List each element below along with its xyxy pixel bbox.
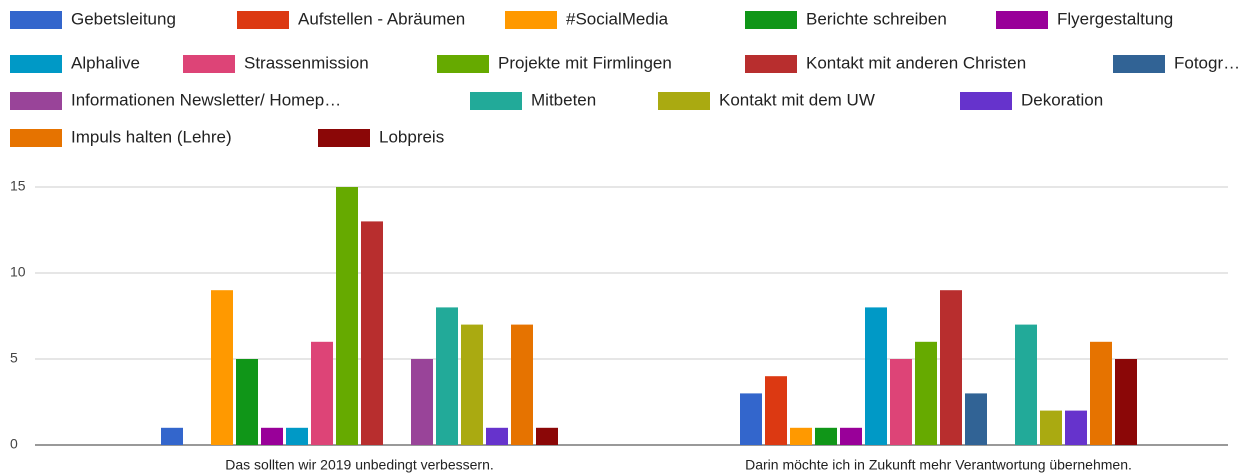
legend-label: Alphalive xyxy=(71,53,140,72)
y-tick-label: 5 xyxy=(10,350,18,366)
legend-label: Aufstellen - Abräumen xyxy=(298,9,465,28)
legend-swatch xyxy=(10,55,62,73)
legend-swatch xyxy=(658,92,710,110)
bar xyxy=(1040,410,1062,445)
legend-label: Kontakt mit dem UW xyxy=(719,90,875,109)
legend-swatch xyxy=(10,129,62,147)
y-tick-label: 15 xyxy=(10,178,26,194)
legend-swatch xyxy=(960,92,1012,110)
legend-swatch xyxy=(745,55,797,73)
bar xyxy=(311,341,333,445)
bar xyxy=(486,427,508,445)
legend-swatch xyxy=(318,129,370,147)
bar xyxy=(261,427,283,445)
bar xyxy=(211,290,233,445)
legend-label: Dekoration xyxy=(1021,90,1103,109)
x-tick-label: Das sollten wir 2019 unbedingt verbesser… xyxy=(225,457,494,473)
y-tick-label: 10 xyxy=(10,264,26,280)
bar xyxy=(236,359,258,445)
bar xyxy=(1065,410,1087,445)
bar xyxy=(436,307,458,445)
legend-swatch xyxy=(183,55,235,73)
legend-label: Strassenmission xyxy=(244,53,369,72)
legend-label: Projekte mit Firmlingen xyxy=(498,53,672,72)
legend-swatch xyxy=(505,11,557,29)
legend-label: Flyergestaltung xyxy=(1057,9,1173,28)
bar xyxy=(461,324,483,445)
bar xyxy=(890,359,912,445)
legend-label: Berichte schreiben xyxy=(806,9,947,28)
bar xyxy=(161,427,183,445)
bar xyxy=(965,393,987,445)
legend-swatch xyxy=(10,92,62,110)
bar xyxy=(411,359,433,445)
bar xyxy=(511,324,533,445)
x-tick-label: Darin möchte ich in Zukunft mehr Verantw… xyxy=(745,457,1132,473)
legend-swatch xyxy=(470,92,522,110)
legend-swatch xyxy=(437,55,489,73)
legend-swatch xyxy=(10,11,62,29)
bar xyxy=(286,427,308,445)
bar xyxy=(915,341,937,445)
bar xyxy=(536,427,558,445)
legend-label: Impuls halten (Lehre) xyxy=(71,127,232,146)
legend-label: Informationen Newsletter/ Homep… xyxy=(71,90,341,109)
legend-swatch xyxy=(745,11,797,29)
bar xyxy=(840,427,862,445)
bar xyxy=(940,290,962,445)
legend-label: Kontakt mit anderen Christen xyxy=(806,53,1026,72)
y-tick-label: 0 xyxy=(10,436,18,452)
legend-label: Lobpreis xyxy=(379,127,444,146)
legend-label: #SocialMedia xyxy=(566,9,669,28)
bar xyxy=(1115,359,1137,445)
legend-label: Gebetsleitung xyxy=(71,9,176,28)
bar xyxy=(740,393,762,445)
bar xyxy=(790,427,812,445)
bar xyxy=(815,427,837,445)
bar xyxy=(765,376,787,445)
legend-swatch xyxy=(1113,55,1165,73)
legend-swatch xyxy=(237,11,289,29)
bar xyxy=(1015,324,1037,445)
bar xyxy=(336,187,358,445)
bar xyxy=(865,307,887,445)
bar xyxy=(1090,341,1112,445)
bar xyxy=(361,221,383,445)
legend-label: Mitbeten xyxy=(531,90,596,109)
legend-swatch xyxy=(996,11,1048,29)
legend-label: Fotogr… xyxy=(1174,53,1240,72)
